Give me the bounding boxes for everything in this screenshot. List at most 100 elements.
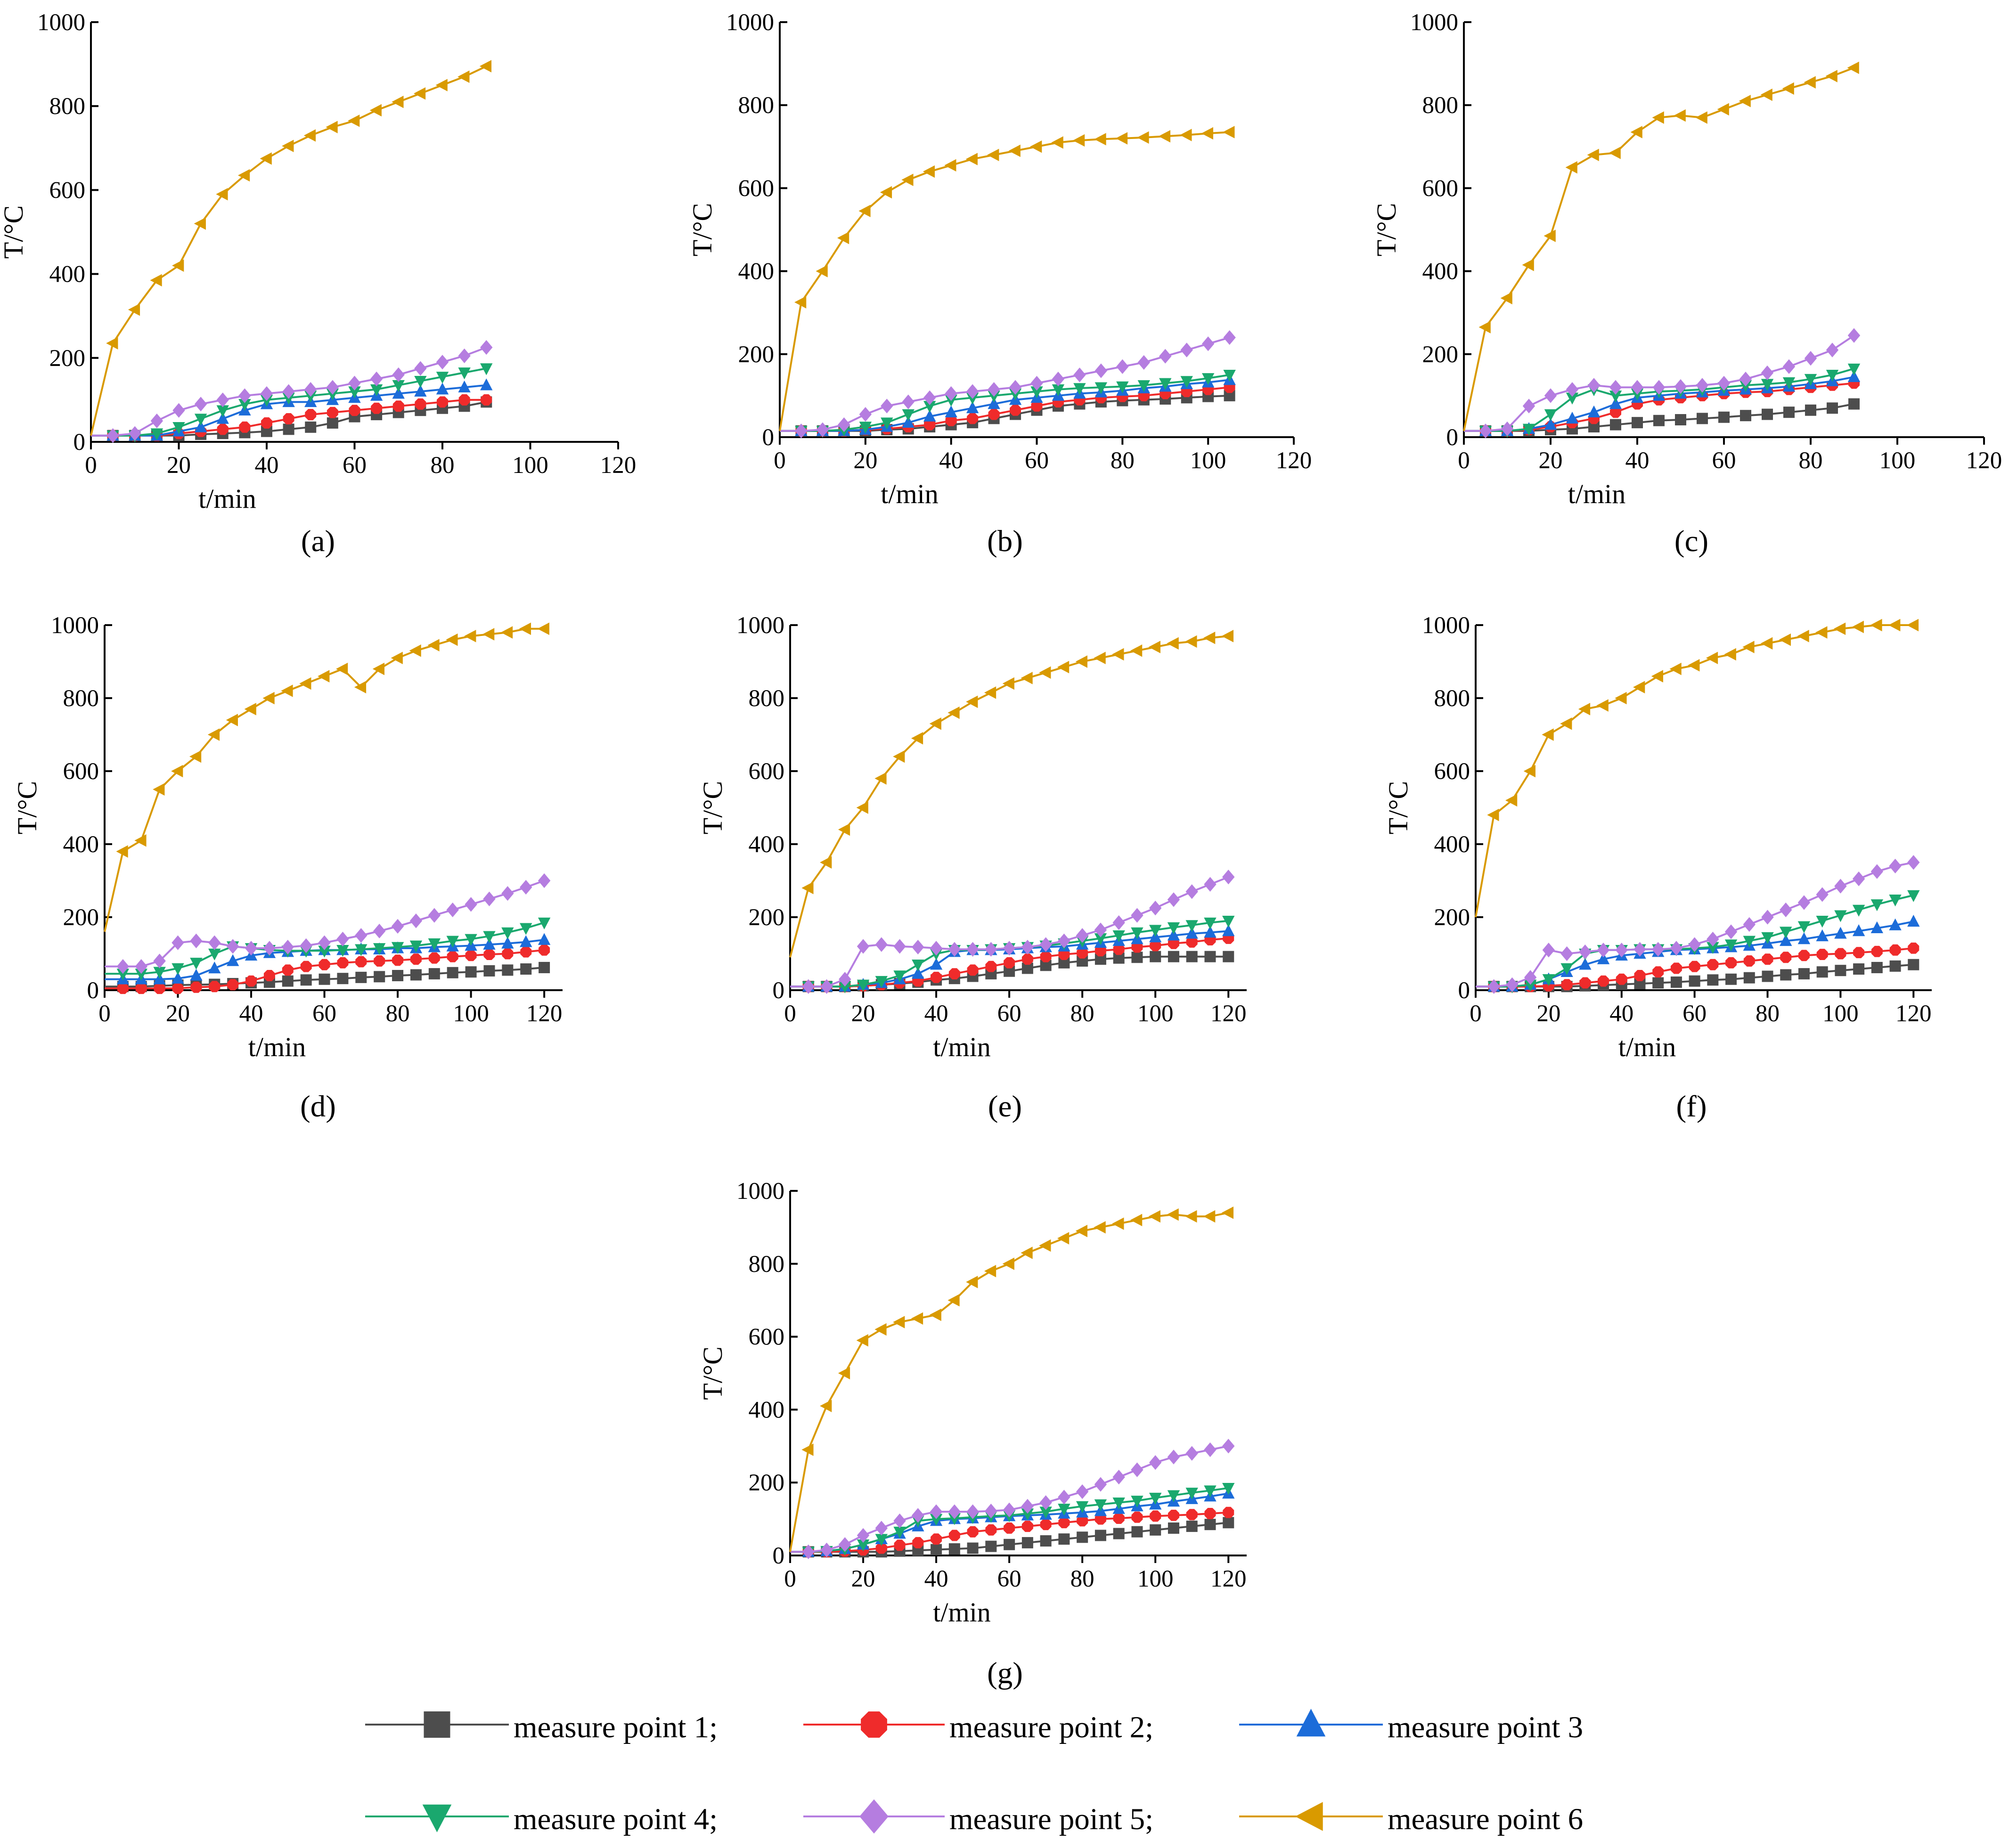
data-point <box>839 972 851 987</box>
data-point <box>1597 943 1610 958</box>
data-point <box>354 681 367 693</box>
y-tick-label: 1000 <box>736 1178 784 1205</box>
data-point <box>1633 681 1645 693</box>
data-point <box>1907 914 1920 927</box>
data-point <box>820 979 833 994</box>
data-point <box>1587 405 1601 417</box>
x-tick-label: 40 <box>255 452 279 479</box>
data-point <box>1487 979 1500 994</box>
legend-label: measure point 6 <box>1388 1802 1583 1836</box>
data-point <box>966 384 979 399</box>
data-point <box>458 394 470 406</box>
data-point <box>1631 380 1644 395</box>
data-point <box>1116 359 1129 374</box>
data-point <box>502 964 514 976</box>
data-point <box>216 405 229 417</box>
data-point <box>281 939 294 955</box>
data-point <box>1825 70 1838 82</box>
data-point <box>1204 926 1217 938</box>
series-group <box>1463 61 1859 431</box>
data-point <box>238 388 251 403</box>
data-point <box>875 1542 887 1554</box>
data-point <box>1185 920 1198 932</box>
series-group <box>105 917 551 981</box>
data-point <box>392 96 404 108</box>
data-point <box>985 1524 997 1536</box>
series-group <box>780 330 1236 439</box>
legend: measure point 1; measure point 2; measur… <box>365 1709 1583 1836</box>
series-line <box>779 131 1230 431</box>
data-point <box>1180 342 1193 358</box>
data-point <box>988 408 1000 420</box>
x-axis-label: t/min <box>198 483 256 514</box>
chart-panel: 0 200 400 600 800 1000 0 20 40 60 80 100 120 t/min T/°… <box>1371 9 2002 558</box>
data-point <box>912 967 924 979</box>
y-tick-label: 200 <box>749 1470 785 1496</box>
data-point <box>539 961 550 973</box>
data-point <box>1797 921 1811 933</box>
x-tick-label: 60 <box>1025 448 1049 474</box>
data-point <box>1804 351 1817 366</box>
data-point <box>1115 132 1128 145</box>
data-point <box>820 856 832 869</box>
legend-symbol <box>1239 1709 1383 1737</box>
data-point <box>1002 1257 1014 1270</box>
data-point <box>1888 619 1901 632</box>
data-point <box>1204 1442 1217 1457</box>
data-point <box>1670 962 1682 974</box>
data-point <box>966 942 979 957</box>
data-point <box>1632 417 1643 429</box>
data-point <box>1908 942 1919 954</box>
data-point <box>1039 666 1051 679</box>
y-tick-label: 1000 <box>1410 9 1458 36</box>
legend-marker <box>422 1804 452 1832</box>
data-point <box>194 420 207 432</box>
data-point <box>1688 659 1700 672</box>
data-point <box>1797 895 1811 910</box>
data-point <box>208 948 221 961</box>
data-point <box>923 401 936 413</box>
data-point <box>948 1543 960 1555</box>
y-tick-label: 600 <box>1422 175 1459 202</box>
legend-symbol <box>1239 1802 1383 1831</box>
data-point <box>153 967 166 979</box>
x-tick-label: 120 <box>600 452 637 479</box>
legend-label: measure point 5; <box>949 1802 1153 1836</box>
data-point <box>1204 1485 1217 1498</box>
legend-marker <box>1296 1709 1326 1737</box>
data-point <box>414 384 427 397</box>
data-point <box>428 968 440 980</box>
data-point <box>988 382 1000 397</box>
data-point <box>1566 382 1579 397</box>
data-point <box>413 87 426 100</box>
data-point <box>1479 423 1492 439</box>
x-tick-label: 40 <box>924 1566 948 1592</box>
series-line <box>1475 624 1914 918</box>
data-point <box>837 231 849 244</box>
data-point <box>1222 1483 1235 1495</box>
data-point <box>1021 1537 1033 1548</box>
data-point <box>1652 380 1666 395</box>
data-point <box>326 121 338 133</box>
data-point <box>1870 921 1884 934</box>
data-point <box>1689 961 1700 972</box>
data-point <box>373 923 386 939</box>
data-point <box>965 153 978 165</box>
data-point <box>1651 670 1663 683</box>
data-point <box>1524 970 1537 985</box>
x-tick-label: 80 <box>431 452 455 479</box>
data-point <box>135 959 147 974</box>
data-point <box>172 983 184 994</box>
series-group <box>104 622 549 932</box>
data-point <box>465 897 477 912</box>
data-point <box>1652 977 1664 989</box>
y-tick-label: 400 <box>49 261 86 288</box>
data-point <box>1798 950 1810 961</box>
data-point <box>336 944 349 957</box>
data-point <box>1204 1508 1216 1519</box>
data-point <box>150 413 163 429</box>
x-tick-label: 120 <box>1276 448 1312 474</box>
data-point <box>227 979 239 991</box>
data-point <box>929 717 941 730</box>
x-tick-label: 100 <box>1822 1001 1859 1027</box>
